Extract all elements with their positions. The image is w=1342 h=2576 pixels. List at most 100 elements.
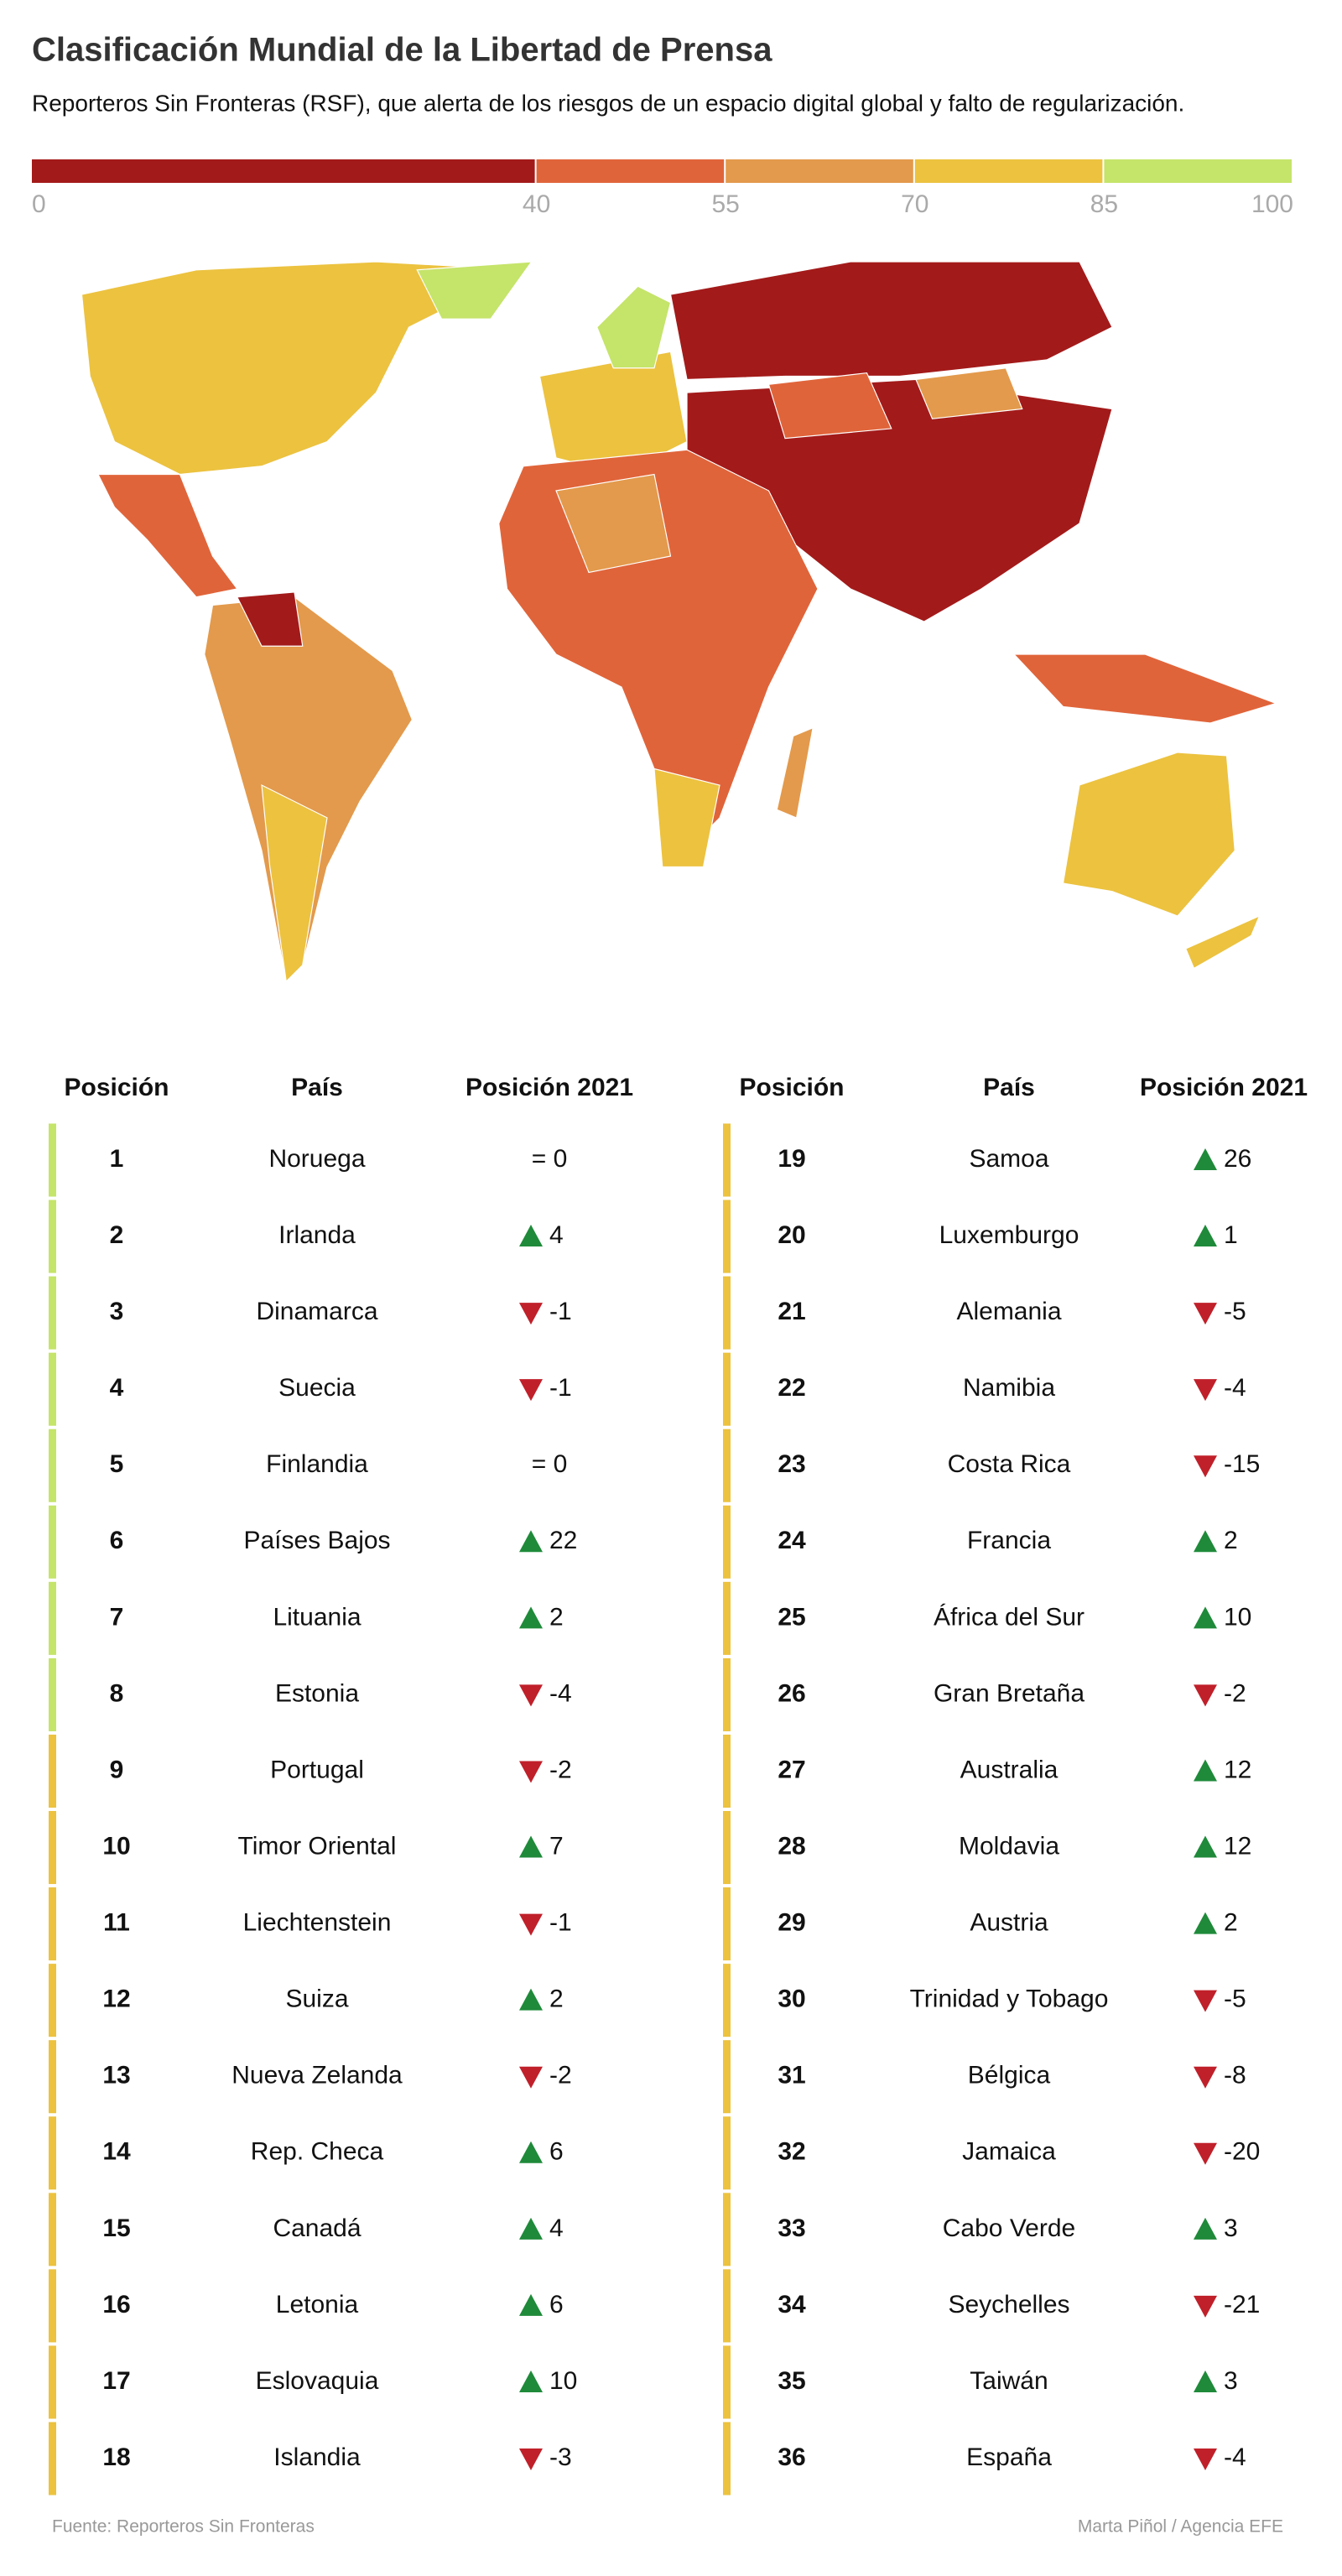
scale-label: 0 <box>32 190 46 218</box>
country: Gran Bretaña <box>934 1679 1085 1707</box>
row-band <box>49 1887 56 1961</box>
country: Irlanda <box>278 1221 356 1249</box>
arrow-down <box>519 1913 543 1936</box>
source: Fuente: Reporteros Sin Fronteras <box>52 2517 315 2537</box>
change: -1 <box>549 1909 572 1937</box>
scale-label: 55 <box>712 190 740 218</box>
change: 10 <box>549 2367 577 2395</box>
row-band <box>49 1505 56 1579</box>
change: 2 <box>1224 1909 1238 1937</box>
row-band <box>49 1123 56 1197</box>
country: Dinamarca <box>256 1298 377 1325</box>
arrow-down <box>1194 1455 1217 1478</box>
country: Eslovaquia <box>256 2367 379 2395</box>
row-band <box>723 1123 731 1197</box>
country: África del Sur <box>934 1603 1085 1631</box>
change: -4 <box>549 1679 572 1707</box>
country: Suiza <box>285 1985 348 2013</box>
position: 22 <box>778 1374 805 1402</box>
change: -5 <box>1224 1298 1246 1325</box>
change: 7 <box>549 1832 564 1860</box>
position: 24 <box>778 1527 806 1554</box>
row-band <box>723 1964 731 2037</box>
row-band <box>49 1811 56 1885</box>
position: 10 <box>102 1832 130 1860</box>
row-band <box>723 2193 731 2266</box>
arrow-up <box>519 2293 543 2316</box>
scale-segment <box>536 159 725 183</box>
change: -3 <box>549 2443 572 2471</box>
country: Liechtenstein <box>243 1909 392 1937</box>
column-header: Posición <box>64 1074 169 1101</box>
scale-label: 85 <box>1090 190 1118 218</box>
change: 2 <box>1224 1527 1238 1554</box>
country: Jamaica <box>962 2138 1056 2166</box>
scale-segment <box>914 159 1103 183</box>
country: Canadá <box>273 2214 361 2242</box>
change: = 0 <box>532 1450 568 1478</box>
arrow-up <box>519 1530 543 1553</box>
country: Namibia <box>963 1374 1055 1402</box>
arrow-down <box>1194 2142 1217 2165</box>
arrow-down <box>1194 1990 1217 2012</box>
position: 29 <box>778 1909 805 1937</box>
row-band <box>49 1276 56 1350</box>
column-header: País <box>291 1074 343 1101</box>
arrow-up <box>519 2141 543 2163</box>
column-header: Posición 2021 <box>1140 1074 1308 1101</box>
column-header: País <box>983 1074 1035 1101</box>
change: -21 <box>1224 2291 1260 2318</box>
row-band <box>49 2193 56 2266</box>
arrow-up <box>519 1606 543 1629</box>
change: 22 <box>549 1527 577 1554</box>
arrow-up <box>1194 1835 1217 1858</box>
arrow-up <box>519 1988 543 2011</box>
country: Islandia <box>273 2443 361 2471</box>
position: 23 <box>778 1450 805 1478</box>
change: -15 <box>1224 1450 1260 1478</box>
country: Timor Oriental <box>238 1832 397 1860</box>
arrow-down <box>519 1761 543 1783</box>
position: 30 <box>778 1985 805 2013</box>
change: 3 <box>1224 2367 1238 2395</box>
column-header: Posición 2021 <box>466 1074 633 1101</box>
change: 26 <box>1224 1145 1251 1173</box>
country: Rep. Checa <box>251 2138 384 2166</box>
country: Portugal <box>270 1756 364 1783</box>
change: -5 <box>1224 1985 1246 2013</box>
title: Clasificación Mundial de la Libertad de … <box>32 32 772 69</box>
position: 17 <box>102 2367 130 2395</box>
scale-label: 40 <box>523 190 550 218</box>
arrow-down <box>519 2066 543 2089</box>
row-band <box>49 1657 56 1731</box>
position: 20 <box>778 1221 805 1249</box>
country: Cabo Verde <box>943 2214 1075 2242</box>
country: Samoa <box>969 1145 1048 1173</box>
country: Francia <box>967 1527 1051 1554</box>
position: 35 <box>778 2367 805 2395</box>
arrow-down <box>1194 1684 1217 1707</box>
change: 6 <box>549 2138 564 2166</box>
arrow-up <box>519 1835 543 1858</box>
change: -4 <box>1224 1374 1246 1402</box>
country: Australia <box>960 1756 1059 1783</box>
color-scale: 0 40 55 70 85 100 <box>32 159 1293 218</box>
row-band <box>49 2269 56 2343</box>
row-band <box>49 1964 56 2037</box>
position: 36 <box>778 2443 805 2471</box>
row-band <box>723 1811 731 1885</box>
position: 25 <box>778 1603 805 1631</box>
change: 2 <box>549 1985 564 2013</box>
position: 13 <box>102 2062 130 2089</box>
position: 2 <box>110 1221 124 1249</box>
country: Países Bajos <box>243 1527 390 1554</box>
country: Lituania <box>273 1603 361 1631</box>
position: 27 <box>778 1756 805 1783</box>
country: Nueva Zelanda <box>231 2062 403 2089</box>
change: 12 <box>1224 1832 1251 1860</box>
position: 26 <box>778 1679 805 1707</box>
change: -20 <box>1224 2138 1260 2166</box>
row-band <box>723 2422 731 2495</box>
